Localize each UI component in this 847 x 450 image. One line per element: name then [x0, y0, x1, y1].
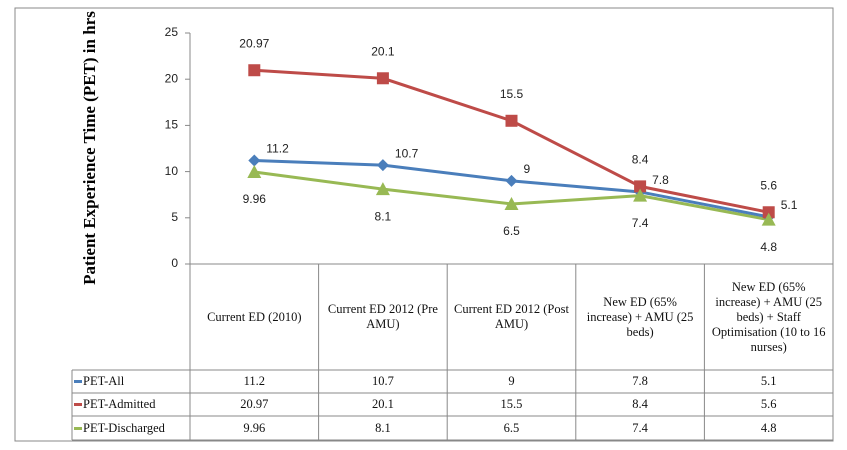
marker — [375, 182, 390, 196]
legend-entry: PET-Discharged — [72, 416, 190, 440]
marker — [761, 212, 776, 226]
legend-entry: PET-All — [72, 370, 190, 393]
data-label: 10.7 — [395, 146, 419, 160]
marker — [762, 206, 775, 219]
data-label: 20.97 — [239, 36, 269, 50]
table-value: 6.5 — [503, 420, 520, 435]
table-value: 9 — [508, 374, 515, 388]
y-tick-label: 25 — [165, 25, 179, 39]
data-label: 9 — [524, 162, 531, 176]
table-value: 20.97 — [240, 397, 269, 411]
data-label: 7.8 — [652, 173, 669, 187]
table-value: 5.1 — [760, 374, 777, 388]
table-value: 8.1 — [375, 420, 391, 435]
chart-border — [14, 7, 834, 442]
data-label: 7.4 — [632, 216, 649, 230]
data-label: 8.1 — [375, 209, 392, 223]
marker — [248, 64, 261, 77]
marker — [634, 180, 647, 193]
category-label: Current ED (2010) — [207, 309, 302, 324]
data-label: 4.8 — [760, 240, 777, 254]
legend-label: PET-Admitted — [83, 397, 156, 411]
table-value: 15.5 — [500, 397, 523, 411]
legend-key — [74, 426, 82, 430]
category-label: New ED (65% increase) + AMU (25 beds) + … — [711, 279, 826, 354]
marker — [248, 154, 261, 167]
table-value: 5.6 — [760, 397, 777, 411]
table-value: 9.96 — [243, 420, 266, 435]
y-axis-label: Patient Experience Time (PET) in hrs — [80, 11, 99, 285]
data-label: 5.1 — [781, 198, 798, 212]
table-value: 11.2 — [243, 374, 265, 388]
legend-key — [74, 380, 82, 383]
data-label: 6.5 — [503, 224, 520, 238]
marker — [505, 174, 518, 187]
legend-key — [74, 403, 82, 406]
legend-label: PET-All — [83, 374, 125, 388]
table-value: 7.4 — [632, 420, 648, 435]
y-tick-label: 20 — [165, 71, 179, 85]
legend-entry: PET-Admitted — [72, 393, 190, 416]
y-tick-label: 10 — [165, 164, 179, 178]
table-value: 7.8 — [632, 374, 648, 388]
table-value: 10.7 — [371, 374, 394, 388]
table-value: 8.4 — [632, 397, 648, 411]
legend-label: PET-Discharged — [83, 420, 165, 435]
category-label: New ED (65% increase) + AMU (25 beds) — [586, 294, 694, 339]
category-label: Current ED 2012 (Post AMU) — [454, 302, 569, 331]
data-label: 20.1 — [371, 44, 395, 58]
table-value: 4.8 — [760, 420, 777, 435]
marker — [633, 188, 648, 202]
marker — [247, 164, 262, 178]
data-label: 9.96 — [243, 192, 267, 206]
data-label: 11.2 — [266, 142, 289, 156]
marker — [376, 159, 389, 172]
y-tick-label: 15 — [165, 118, 179, 132]
marker — [376, 72, 389, 85]
marker — [505, 114, 518, 127]
marker — [504, 196, 519, 210]
data-label: 15.5 — [500, 87, 524, 101]
y-tick-label: 0 — [171, 256, 178, 270]
table-value: 20.1 — [371, 397, 394, 411]
category-label: Current ED 2012 (Pre AMU) — [327, 302, 438, 331]
y-tick-label: 5 — [171, 210, 178, 224]
data-label: 8.4 — [632, 153, 649, 167]
data-label: 5.6 — [760, 178, 777, 192]
